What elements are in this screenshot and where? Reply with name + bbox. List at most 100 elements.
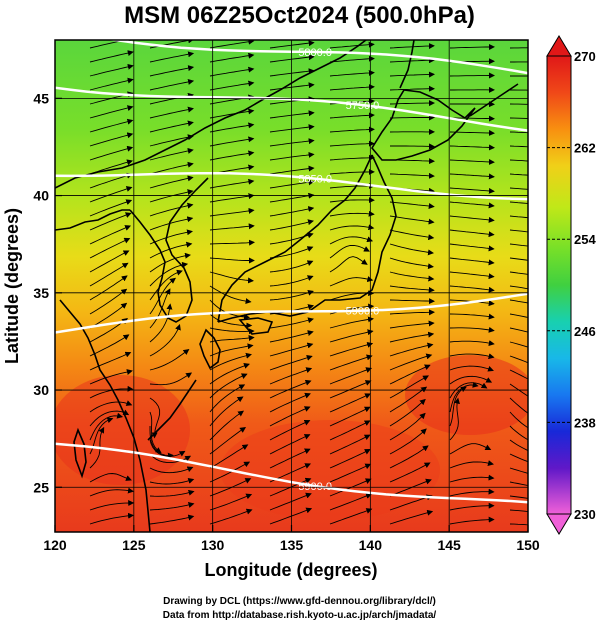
grid-lines	[55, 40, 528, 532]
streamline	[149, 147, 194, 161]
colorbar-tick-label: 254	[574, 232, 596, 247]
streamline	[389, 478, 432, 497]
streamline	[389, 57, 435, 64]
colorbar-tick-label: 270	[574, 49, 596, 64]
streamline	[509, 173, 528, 176]
streamline	[89, 409, 130, 427]
x-axis: 120 125 130 135 140 145 150	[43, 525, 540, 553]
streamline	[509, 243, 528, 247]
streamline	[509, 383, 528, 397]
coastline-china	[55, 209, 151, 532]
streamline	[149, 202, 194, 217]
map-title: MSM 06Z25Oct2024 (500.0hPa)	[124, 2, 475, 29]
x-tick-label: 120	[43, 537, 67, 553]
streamline	[509, 467, 528, 474]
streamline	[149, 489, 195, 497]
streamline	[509, 495, 528, 499]
x-tick-label: 130	[201, 537, 225, 553]
streamline	[389, 375, 429, 399]
streamline	[449, 44, 495, 51]
streamline	[329, 329, 374, 343]
streamline	[89, 145, 134, 161]
streamline	[449, 158, 495, 165]
y-tick-label: 25	[33, 479, 49, 495]
streamline	[209, 478, 252, 497]
streamline	[509, 215, 528, 219]
streamline	[389, 353, 433, 371]
streamline	[89, 186, 133, 203]
streamline	[449, 516, 495, 525]
streamline	[89, 262, 129, 287]
streamline	[449, 215, 495, 223]
streamline	[329, 478, 372, 497]
streamline	[449, 271, 495, 280]
streamline	[89, 225, 132, 245]
streamline	[149, 252, 191, 273]
warm-core-south	[220, 420, 440, 520]
streamline	[449, 340, 495, 347]
streamline	[89, 40, 134, 49]
streamline	[209, 410, 245, 441]
streamline	[509, 299, 528, 304]
streamline	[329, 69, 375, 77]
streamline	[209, 40, 255, 49]
streamline	[269, 434, 311, 455]
streamline	[449, 375, 493, 385]
streamline	[89, 105, 134, 119]
streamline	[329, 276, 374, 287]
streamline	[449, 129, 495, 136]
streamline	[89, 212, 132, 231]
credit-drawing: Drawing by DCL (https://www.gfd-dennou.o…	[163, 596, 436, 607]
streamline	[149, 514, 195, 525]
streamline	[89, 50, 134, 63]
streamline	[449, 187, 495, 194]
streamline	[209, 396, 244, 427]
colorbar-top-arrow	[546, 35, 572, 57]
colorbar-bottom-arrow	[546, 513, 572, 535]
coastline-korea	[129, 177, 209, 323]
streamline	[329, 41, 375, 49]
streamline	[89, 487, 134, 497]
streamline	[329, 434, 371, 455]
streamline	[329, 449, 371, 469]
y-axis-label: Latitude (degrees)	[2, 208, 22, 364]
streamline	[209, 343, 254, 357]
streamline	[329, 316, 374, 329]
streamline	[389, 229, 435, 241]
streamline	[89, 400, 133, 413]
streamline	[509, 257, 528, 261]
streamline	[89, 172, 133, 189]
streamline	[209, 384, 246, 413]
streamline	[209, 444, 249, 469]
streamline	[209, 150, 255, 161]
streamline	[329, 341, 374, 357]
streamline	[209, 122, 255, 133]
streamline	[389, 320, 435, 329]
streamline	[209, 373, 248, 399]
contour-label: 5750.0	[346, 100, 380, 112]
streamline	[510, 89, 528, 91]
streamline	[269, 392, 311, 413]
streamline	[329, 84, 375, 91]
streamline	[449, 72, 495, 79]
streamline	[389, 386, 428, 413]
streamline	[389, 509, 434, 525]
streamline	[329, 112, 375, 119]
streamline	[509, 327, 528, 333]
streamline	[209, 66, 255, 77]
colorbar-tick-label: 262	[574, 141, 596, 156]
streamline	[389, 257, 434, 270]
streamline	[389, 412, 426, 441]
streamline	[509, 341, 528, 348]
x-tick-label: 125	[122, 537, 146, 553]
streamline	[209, 257, 255, 264]
streamline	[329, 168, 375, 175]
streamline	[149, 175, 194, 189]
x-tick-label: 140	[359, 537, 383, 553]
streamline	[449, 353, 495, 360]
streamline	[269, 507, 313, 525]
streamline	[509, 509, 528, 512]
streamline	[89, 351, 132, 371]
streamline	[89, 237, 131, 259]
colorbar: 270 262 254 246 238 230	[546, 35, 596, 535]
